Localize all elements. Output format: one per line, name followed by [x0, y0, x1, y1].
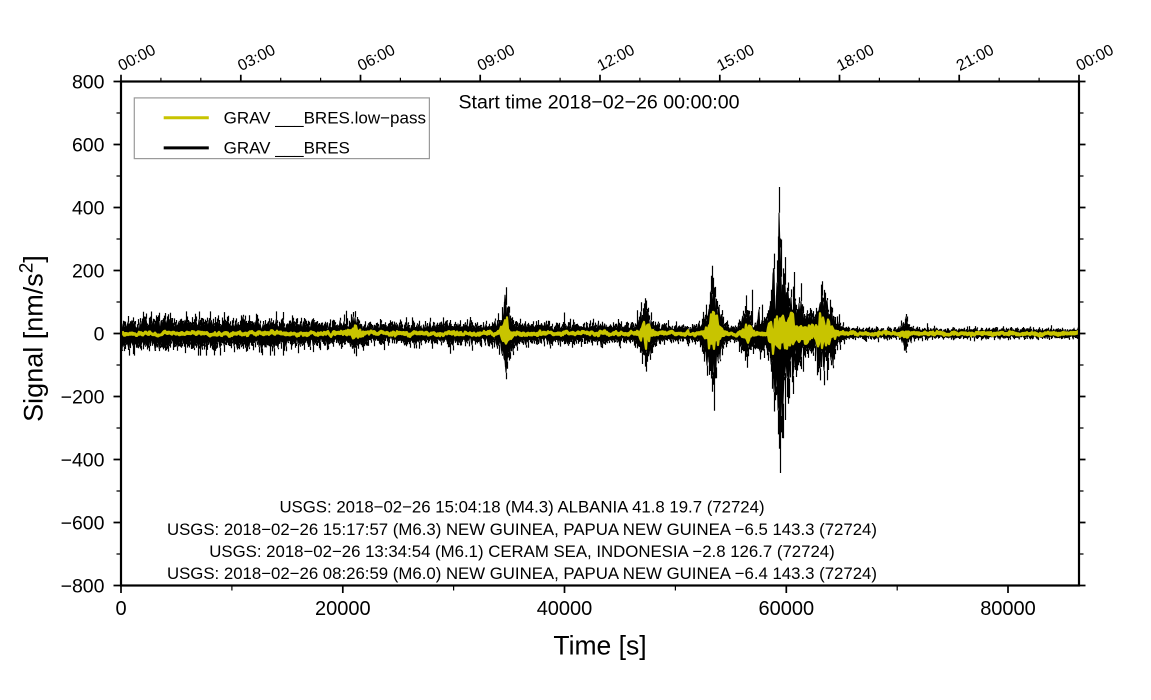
svg-text:0: 0 — [94, 323, 105, 345]
svg-text:0: 0 — [115, 598, 126, 620]
svg-text:200: 200 — [72, 260, 105, 282]
svg-text:−400: −400 — [61, 449, 105, 471]
svg-text:Time [s]: Time [s] — [553, 631, 646, 661]
svg-text:80000: 80000 — [980, 598, 1036, 620]
svg-text:40000: 40000 — [537, 598, 593, 620]
svg-text:400: 400 — [72, 197, 105, 219]
svg-text:Signal [nm/s2]: Signal [nm/s2] — [17, 255, 49, 422]
svg-text:USGS: 2018−02−26 13:34:54 (M6.: USGS: 2018−02−26 13:34:54 (M6.1) CERAM S… — [209, 542, 834, 561]
svg-text:GRAV ___BRES.low−pass: GRAV ___BRES.low−pass — [224, 108, 426, 127]
svg-text:USGS: 2018−02−26 08:26:59 (M6.: USGS: 2018−02−26 08:26:59 (M6.0) NEW GUI… — [167, 564, 877, 583]
svg-text:Start time 2018−02−26 00:00:00: Start time 2018−02−26 00:00:00 — [458, 92, 739, 114]
svg-text:60000: 60000 — [758, 598, 814, 620]
svg-text:800: 800 — [72, 71, 105, 93]
svg-text:−200: −200 — [61, 386, 105, 408]
svg-text:20000: 20000 — [315, 598, 371, 620]
svg-text:USGS: 2018−02−26 15:04:18 (M4.: USGS: 2018−02−26 15:04:18 (M4.3) ALBANIA… — [279, 498, 764, 517]
svg-text:GRAV ___BRES: GRAV ___BRES — [224, 139, 350, 158]
svg-text:−800: −800 — [61, 575, 105, 597]
svg-text:−600: −600 — [61, 512, 105, 534]
svg-text:USGS: 2018−02−26 15:17:57 (M6.: USGS: 2018−02−26 15:17:57 (M6.3) NEW GUI… — [167, 520, 877, 539]
svg-text:600: 600 — [72, 134, 105, 156]
